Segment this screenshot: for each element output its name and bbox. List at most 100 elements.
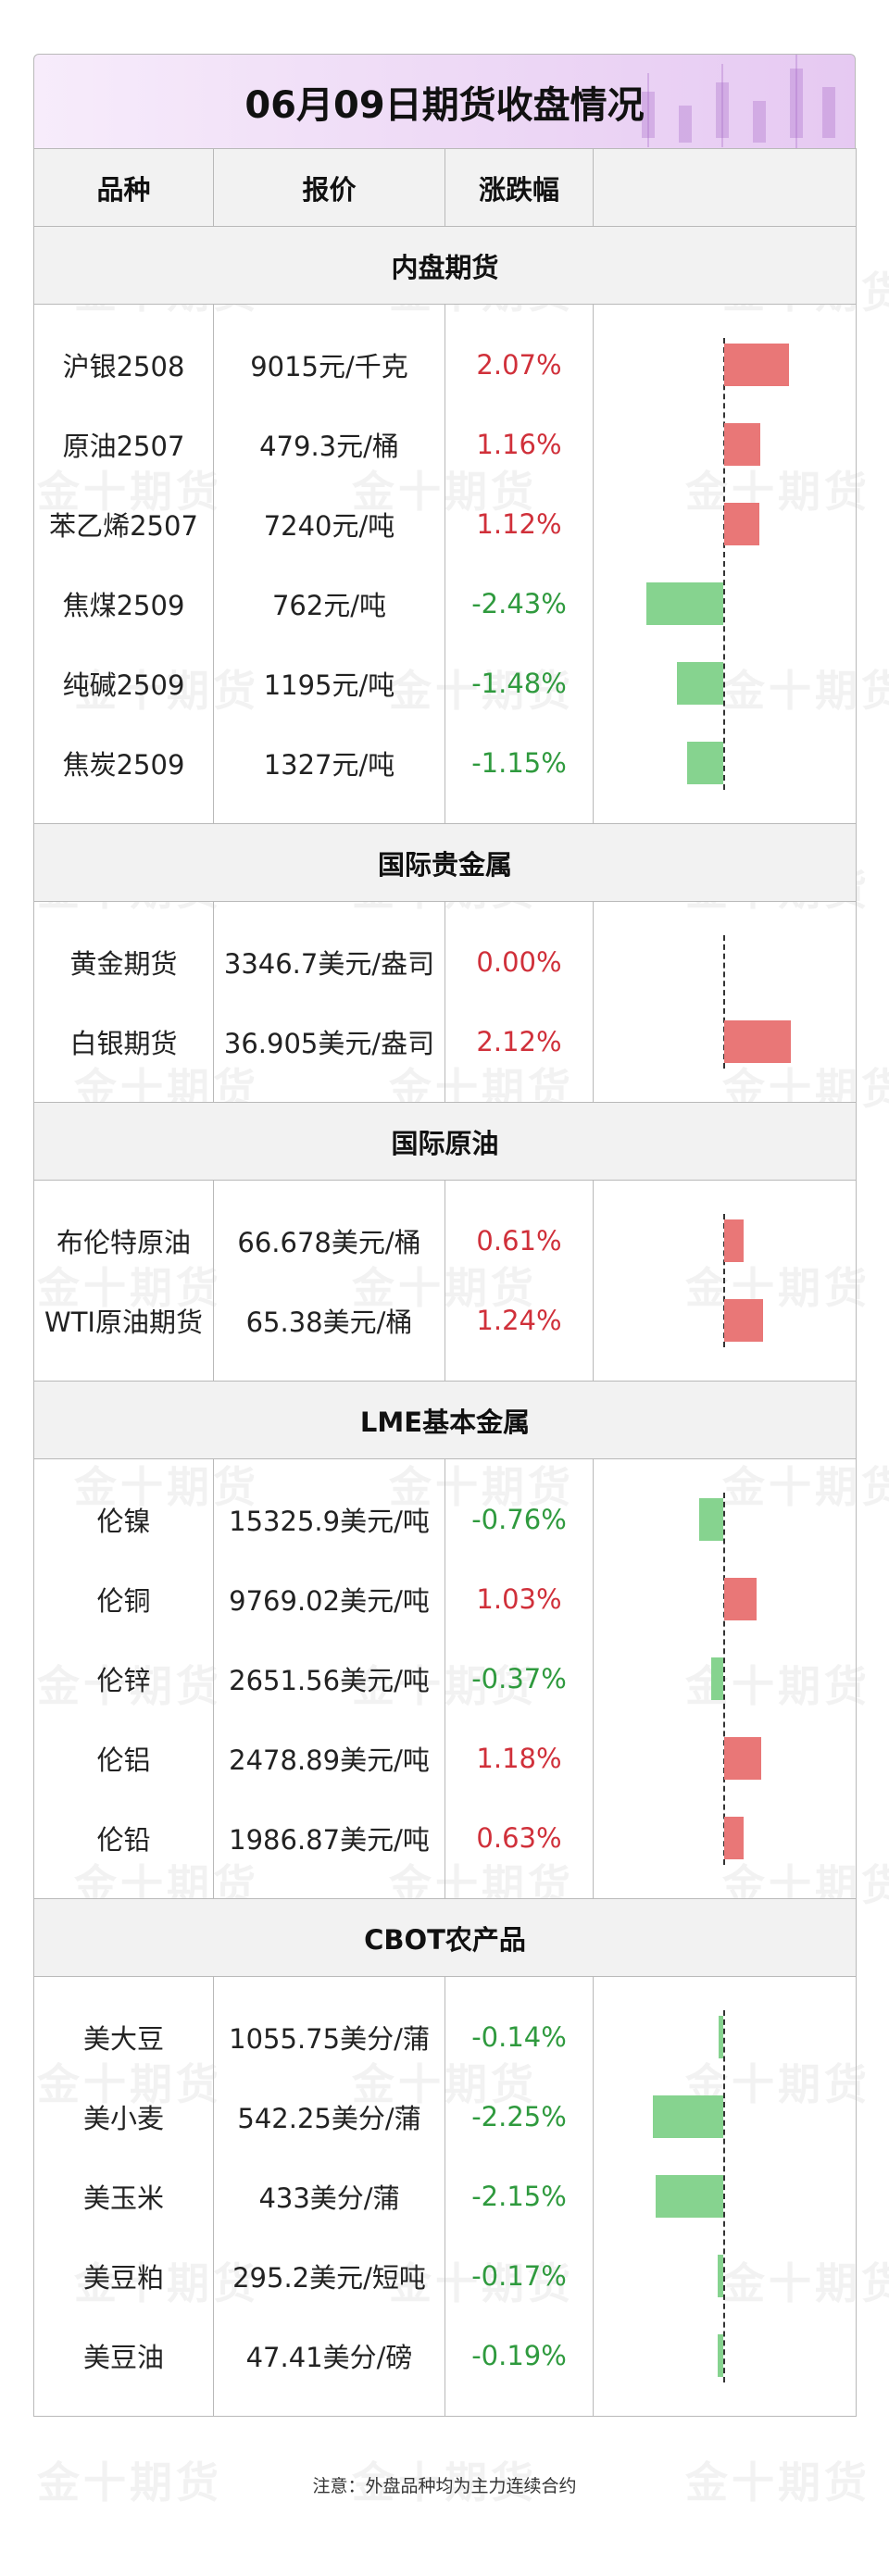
change-bar	[724, 344, 790, 386]
variety-name: 黄金期货	[69, 948, 178, 980]
table-body: 内盘期货 沪银2508 原油2507 苯乙烯2507 焦煤2509 纯碱2509 焦炭250…	[33, 226, 857, 2417]
change-percent: -1.15%	[471, 747, 567, 779]
change-bar	[718, 2255, 723, 2297]
section-header-row: 国际贵金属	[33, 823, 857, 902]
candlestick-decoration	[632, 55, 845, 148]
section-rows: 伦镍 伦铜 伦锌 伦铝 伦铅 15325.9美元/吨 9769.02美元/吨 2651.56美…	[33, 1458, 857, 1899]
change-bar	[724, 1219, 744, 1262]
price-value: 1055.75美分/蒲	[229, 2023, 430, 2055]
price-value: 2651.56美元/吨	[229, 1665, 430, 1696]
change-percent-column: -0.14% -2.25% -2.15% -0.17% -0.19%	[444, 1976, 594, 2417]
change-bar	[676, 662, 723, 705]
variety-name: 白银期货	[69, 1028, 178, 1059]
zero-axis-line	[723, 1493, 725, 1865]
change-bar	[724, 1737, 762, 1780]
price-value: 66.678美元/桶	[237, 1227, 421, 1258]
variety-name: 伦镍	[96, 1506, 151, 1537]
change-bar	[717, 2334, 723, 2377]
section-header-row: 国际原油	[33, 1102, 857, 1181]
section-title: 国际原油	[33, 1102, 857, 1181]
price-value: 1195元/吨	[263, 669, 395, 701]
title-bar: 06月09日期货收盘情况	[33, 54, 856, 148]
futures-table: 品种 报价 涨跌幅 内盘期货 沪银2508 原油2507 苯乙烯2507 焦煤2509 纯…	[33, 148, 857, 2417]
change-bar-column	[593, 304, 857, 824]
variety-name: 美大豆	[82, 2023, 164, 2055]
change-percent-column: -0.76% 1.03% -0.37% 1.18% 0.63%	[444, 1458, 594, 1899]
price-value: 65.38美元/桶	[245, 1307, 413, 1338]
section-header-row: CBOT农产品	[33, 1898, 857, 1977]
price-value: 7240元/吨	[263, 510, 395, 542]
variety-name: 美玉米	[82, 2182, 164, 2214]
change-percent: 1.12%	[476, 508, 562, 540]
section-title: 内盘期货	[33, 226, 857, 305]
table-header-row: 品种 报价 涨跌幅	[33, 148, 857, 227]
header-variety: 品种	[33, 148, 214, 227]
change-percent: -0.76%	[471, 1504, 567, 1535]
change-percent-column: 2.07% 1.16% 1.12% -2.43% -1.48% -1.15%	[444, 304, 594, 824]
price-value: 36.905美元/盎司	[223, 1028, 435, 1059]
change-percent-column: 0.00% 2.12%	[444, 901, 594, 1103]
price-value: 479.3元/桶	[259, 431, 399, 462]
section-rows: 沪银2508 原油2507 苯乙烯2507 焦煤2509 纯碱2509 焦炭2509 901…	[33, 304, 857, 824]
change-percent: 0.63%	[476, 1822, 562, 1854]
change-bar	[711, 1657, 723, 1700]
change-bar	[699, 1498, 723, 1541]
variety-name: 布伦特原油	[56, 1227, 191, 1258]
price-value-column: 3346.7美元/盎司 36.905美元/盎司	[213, 901, 445, 1103]
price-value: 1986.87美元/吨	[229, 1824, 430, 1856]
price-value-column: 1055.75美分/蒲 542.25美分/蒲 433美分/蒲 295.2美元/短吨 47…	[213, 1976, 445, 2417]
futures-report-card: 06月09日期货收盘情况 品种 报价 涨跌幅 内盘期货沪银2508 原油2507 苯…	[33, 54, 857, 2417]
section-header-row: 内盘期货	[33, 226, 857, 305]
price-value: 1327元/吨	[263, 749, 395, 781]
section-title: LME基本金属	[33, 1381, 857, 1459]
change-bar	[686, 742, 723, 784]
change-bar	[724, 1299, 764, 1342]
variety-name: 焦煤2509	[62, 590, 185, 621]
variety-name: WTI原油期货	[44, 1307, 203, 1338]
change-bar	[655, 2175, 723, 2218]
change-percent: 1.03%	[476, 1583, 562, 1615]
price-value: 433美分/蒲	[258, 2182, 400, 2214]
price-value: 542.25美分/蒲	[237, 2103, 421, 2134]
change-bar-column	[593, 1180, 857, 1382]
change-bar-column	[593, 1458, 857, 1899]
variety-name: 原油2507	[62, 431, 185, 462]
section-title: CBOT农产品	[33, 1898, 857, 1977]
zero-axis-line	[723, 338, 725, 790]
change-bar	[724, 1020, 792, 1063]
change-percent: 2.12%	[476, 1026, 562, 1057]
price-value: 2478.89美元/吨	[229, 1744, 430, 1776]
change-percent: 0.00%	[476, 946, 562, 978]
variety-name: 伦铅	[96, 1824, 151, 1856]
variety-name: 美豆油	[82, 2342, 164, 2373]
variety-name: 沪银2508	[62, 351, 185, 382]
price-value: 47.41美分/磅	[245, 2342, 413, 2373]
price-value-column: 66.678美元/桶 65.38美元/桶	[213, 1180, 445, 1382]
change-bar-column	[593, 901, 857, 1103]
variety-name: 苯乙烯2507	[49, 510, 198, 542]
change-bar	[719, 2016, 723, 2058]
header-price: 报价	[213, 148, 445, 227]
change-percent: -2.43%	[471, 588, 567, 619]
price-value-column: 15325.9美元/吨 9769.02美元/吨 2651.56美元/吨 2478.89…	[213, 1458, 445, 1899]
change-bar	[724, 503, 760, 545]
change-percent: -0.14%	[471, 2021, 567, 2053]
price-value: 9769.02美元/吨	[229, 1585, 430, 1617]
price-value: 3346.7美元/盎司	[223, 948, 435, 980]
change-percent: -0.19%	[471, 2340, 567, 2371]
section-rows: 黄金期货白银期货 3346.7美元/盎司 36.905美元/盎司 0.00% 2.12%	[33, 901, 857, 1103]
price-value: 15325.9美元/吨	[229, 1506, 430, 1537]
change-percent: 1.18%	[476, 1743, 562, 1774]
variety-name: 美小麦	[82, 2103, 164, 2134]
variety-name: 焦炭2509	[62, 749, 185, 781]
variety-name-column: 沪银2508 原油2507 苯乙烯2507 焦煤2509 纯碱2509 焦炭2509	[33, 304, 214, 824]
variety-name: 美豆粕	[82, 2262, 164, 2294]
price-value: 295.2美元/短吨	[232, 2262, 426, 2294]
change-bar-column	[593, 1976, 857, 2417]
section-header-row: LME基本金属	[33, 1381, 857, 1459]
zero-axis-line	[723, 1214, 725, 1347]
header-change: 涨跌幅	[444, 148, 594, 227]
change-bar	[652, 2095, 723, 2138]
change-percent: 2.07%	[476, 349, 562, 381]
variety-name: 伦锌	[96, 1665, 151, 1696]
